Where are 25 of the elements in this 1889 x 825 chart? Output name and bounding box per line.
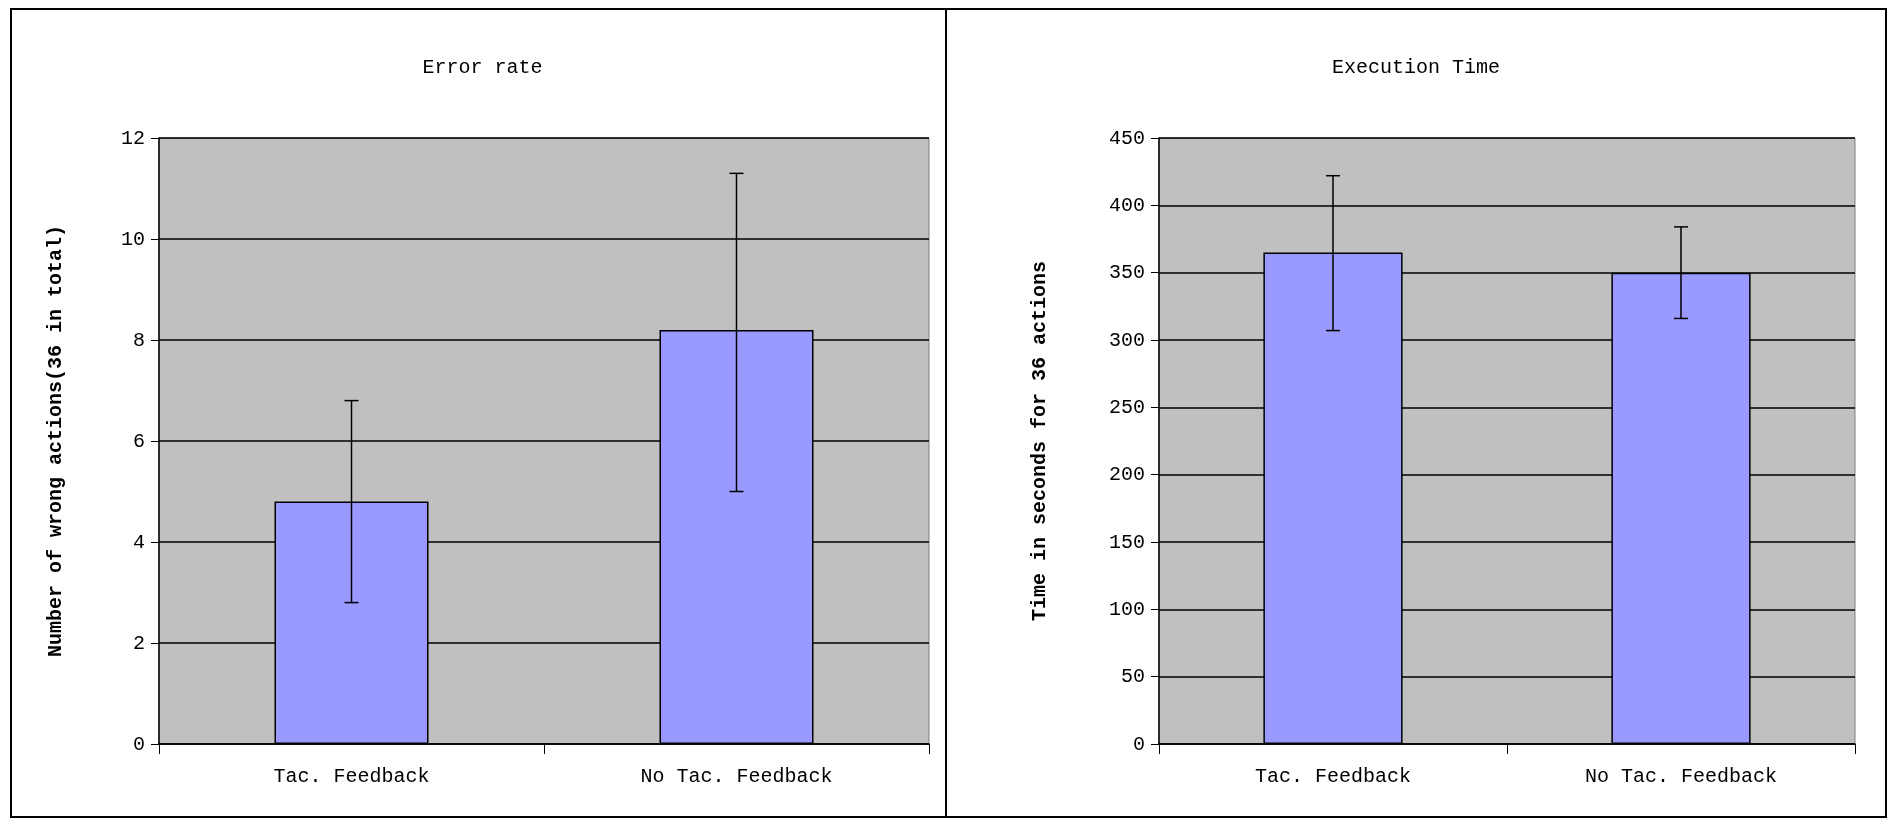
y-tick-label: 12	[120, 126, 145, 150]
x-tick-label: No Tac. Feedback	[640, 764, 833, 788]
chart-title: Error rate	[422, 55, 543, 79]
y-tick-label: 0	[132, 732, 145, 756]
x-tick-label: Tac. Feedback	[273, 764, 430, 788]
y-tick-label: 10	[120, 227, 145, 251]
chart-title: Execution Time	[1331, 55, 1501, 79]
y-tick-label: 250	[1108, 395, 1145, 419]
y-tick-label: 50	[1120, 665, 1145, 689]
y-tick-label: 450	[1108, 126, 1145, 150]
y-tick-label: 4	[132, 530, 145, 554]
y-tick-label: 8	[132, 328, 145, 352]
y-tick-label: 0	[1132, 732, 1145, 756]
y-tick-label: 400	[1108, 193, 1145, 217]
y-axis-title: Number of wrong actions(36 in total)	[43, 224, 67, 658]
y-tick-label: 6	[132, 429, 145, 453]
y-tick-label: 150	[1108, 530, 1145, 554]
y-tick-label: 100	[1108, 597, 1145, 621]
y-tick-label: 2	[132, 631, 145, 655]
y-tick-label: 300	[1108, 328, 1145, 352]
y-axis-title: Time in seconds for 36 actions	[1027, 260, 1051, 622]
y-tick-label: 350	[1108, 261, 1145, 285]
x-tick-label: Tac. Feedback	[1254, 764, 1412, 788]
y-tick-label: 200	[1108, 463, 1145, 487]
x-tick-label: No Tac. Feedback	[1584, 764, 1778, 788]
